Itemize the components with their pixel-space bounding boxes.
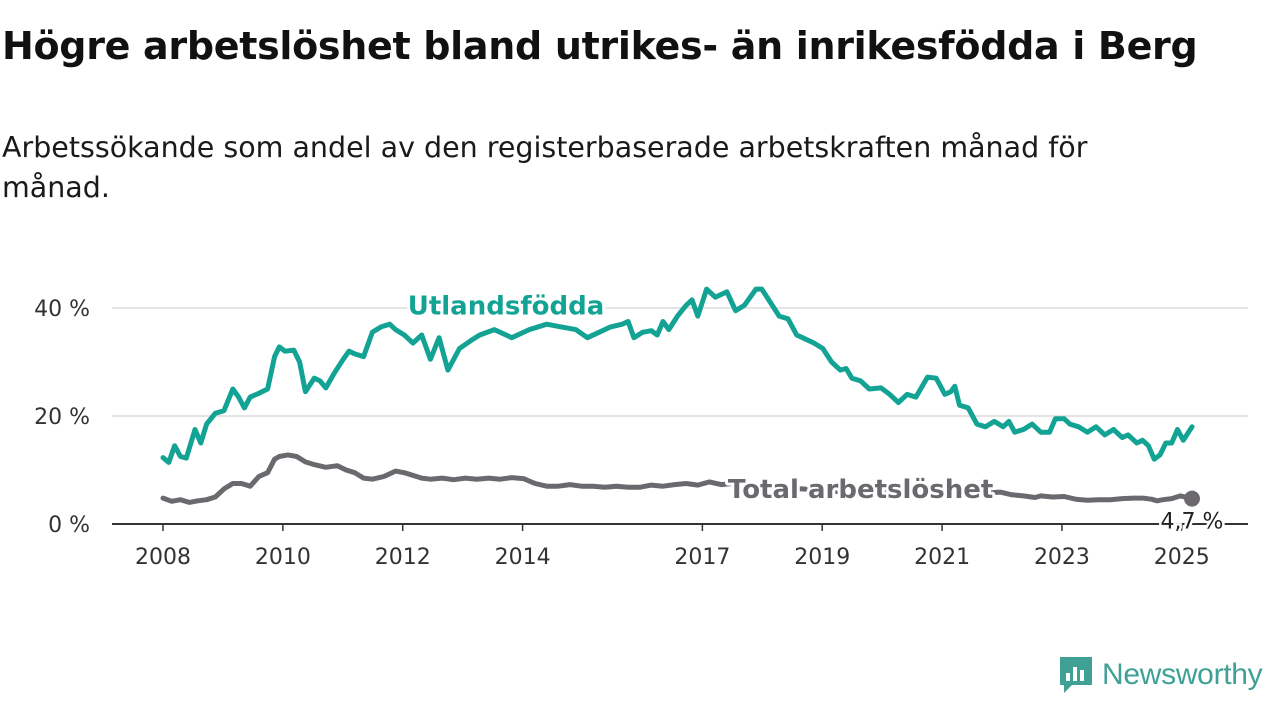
x-axis: 2008 2010 2012 2014 2017 2019 2021 2023 2025 [135, 524, 1210, 570]
series-label-total: Total arbetslöshet [728, 475, 993, 505]
series-labels: Utlandsfödda Total arbetslöshet 4,7 % [405, 288, 1226, 537]
newsworthy-logo: Newsworthy [1058, 654, 1263, 696]
series-lines [160, 286, 1200, 507]
brand-name: Newsworthy [1102, 658, 1263, 691]
chart-title: Högre arbetslöshet bland utrikes- än inr… [2, 24, 1198, 68]
x-tick-label: 2008 [135, 545, 191, 570]
series-line-total [160, 452, 1195, 505]
x-tick-label: 2014 [495, 545, 551, 570]
x-tick-label: 2025 [1154, 545, 1210, 570]
end-value-label: 4,7 % [1161, 510, 1224, 535]
y-axis: 0 % 20 % 40 % [34, 297, 90, 538]
y-tick-label: 20 % [34, 405, 90, 430]
x-tick-label: 2010 [255, 545, 311, 570]
x-tick-label: 2017 [674, 545, 730, 570]
gridlines [112, 307, 1248, 525]
y-tick-label: 40 % [34, 297, 90, 322]
x-tick-label: 2023 [1034, 545, 1090, 570]
series-line-utlandsfodda [160, 286, 1195, 465]
x-tick-label: 2021 [914, 545, 970, 570]
x-tick-label: 2019 [794, 545, 850, 570]
chart-subtitle: Arbetssökande som andel av den registerb… [2, 131, 1088, 204]
newsworthy-logo-icon [1060, 657, 1092, 693]
end-point-marker [1184, 490, 1200, 507]
y-tick-label: 0 % [48, 513, 90, 538]
series-label-utlandsfodda: Utlandsfödda [408, 291, 605, 321]
line-chart: 0 % 20 % 40 % 2008 2010 2012 2014 2017 2019 2021… [34, 286, 1248, 570]
x-tick-label: 2012 [375, 545, 431, 570]
